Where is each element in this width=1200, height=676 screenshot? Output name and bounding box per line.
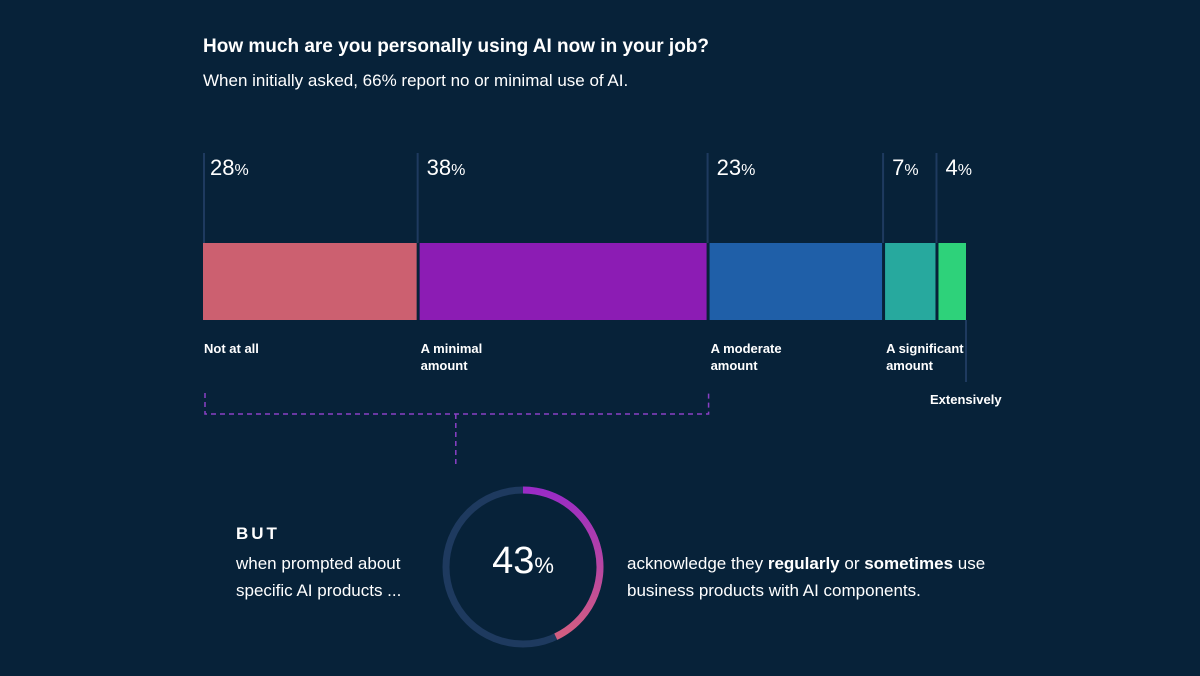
- category-label: amount: [421, 358, 469, 373]
- category-label: A significant: [886, 341, 964, 356]
- callout-left-text: when prompted about specific AI products…: [236, 554, 402, 600]
- category-label: Not at all: [204, 341, 259, 356]
- category-label: A moderate: [711, 341, 782, 356]
- bar-segment: [885, 243, 936, 320]
- value-label: 23%: [717, 155, 756, 180]
- value-label: 28%: [210, 155, 249, 180]
- category-label: Extensively: [930, 392, 1002, 407]
- ring-progress: [522, 486, 604, 640]
- bar-segment: [203, 243, 417, 320]
- bar-segment: [419, 243, 707, 320]
- bar-segment: [938, 243, 966, 320]
- category-label: A minimal: [421, 341, 483, 356]
- value-label: 7%: [892, 155, 918, 180]
- value-label: 4%: [945, 155, 971, 180]
- callout-value: 43%: [492, 540, 554, 582]
- callout-right-text: acknowledge they regularly or sometimes …: [627, 554, 986, 600]
- category-label: amount: [711, 358, 759, 373]
- callout-but: BUT: [236, 524, 280, 543]
- bracket-dashed: [204, 393, 710, 415]
- value-label: 38%: [427, 155, 466, 180]
- category-label: amount: [886, 358, 934, 373]
- bar-segment: [709, 243, 883, 320]
- chart-subtitle: When initially asked, 66% report no or m…: [203, 71, 629, 90]
- chart-title: How much are you personally using AI now…: [203, 36, 710, 57]
